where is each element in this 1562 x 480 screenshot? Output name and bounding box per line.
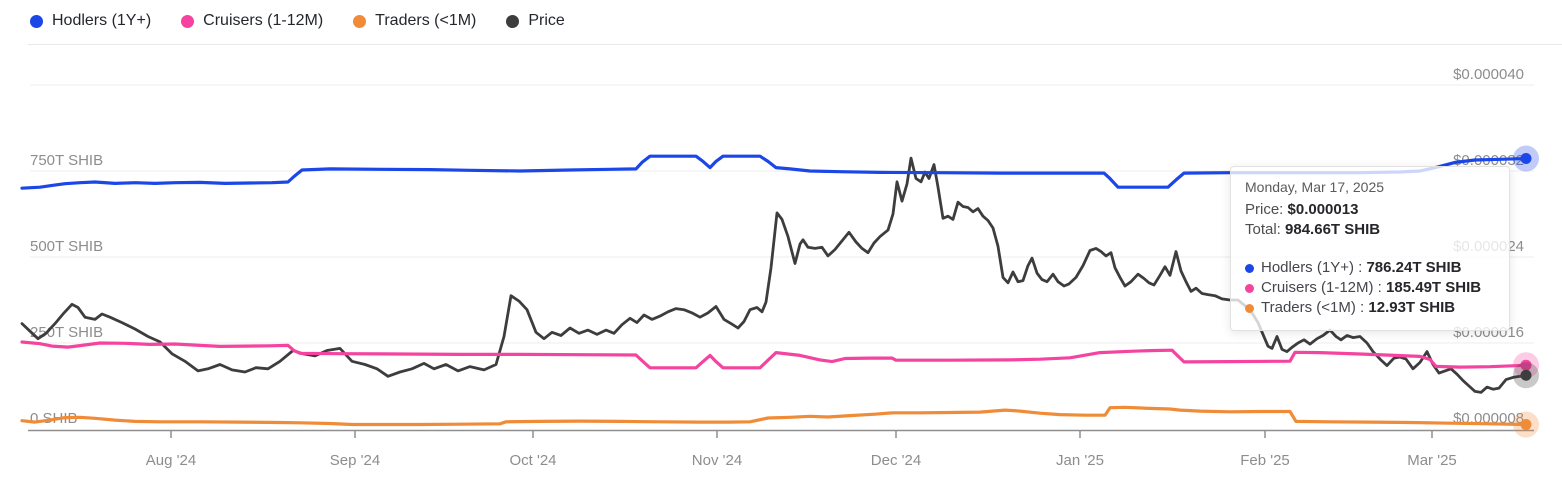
legend-item-hodlers-1y[interactable]: Hodlers (1Y+) <box>30 12 151 30</box>
hover-point-dot[interactable] <box>1520 153 1532 165</box>
legend-separator <box>28 44 1562 45</box>
tooltip-total-label: Total: <box>1245 221 1286 238</box>
price-line <box>20 156 1530 394</box>
tooltip-total-value: 984.66T SHIB <box>1285 221 1381 238</box>
tooltip-row-label: Hodlers (1Y+) : 786.24T SHIB <box>1261 259 1462 276</box>
legend-item-label: Cruisers (1-12M) <box>203 12 324 29</box>
legend-dot-icon <box>30 14 43 28</box>
y-axis-right-label: $0.000040 <box>1453 66 1524 83</box>
legend-item-price[interactable]: Price <box>506 12 565 30</box>
tooltip-total: Total: 984.66T SHIB <box>1245 220 1495 240</box>
tooltip-row-value: 12.93T SHIB <box>1368 299 1456 316</box>
tooltip-row-dot-icon <box>1245 283 1254 293</box>
hodlers-1y-line <box>20 154 1530 190</box>
tooltip-row: Cruisers (1-12M) : 185.49T SHIB <box>1245 278 1495 298</box>
x-axis-month-label: Dec '24 <box>871 452 921 469</box>
chart-legend: Hodlers (1Y+) Cruisers (1-12M) Traders (<1… <box>30 8 565 34</box>
cruisers-1-12m-line <box>20 340 1530 370</box>
tooltip-row-label: Cruisers (1-12M) : 185.49T SHIB <box>1261 279 1482 296</box>
tooltip-row-value: 786.24T SHIB <box>1366 259 1462 276</box>
tooltip-row-value: 185.49T SHIB <box>1386 279 1482 296</box>
y-axis-left-label: 500T SHIB <box>30 238 103 255</box>
tooltip-price-value: $0.000013 <box>1287 201 1359 218</box>
tooltip-row: Hodlers (1Y+) : 786.24T SHIB <box>1245 258 1495 278</box>
legend-item-label: Hodlers (1Y+) <box>52 12 152 29</box>
y-axis-left-label: 750T SHIB <box>30 152 103 169</box>
hover-point-dot[interactable] <box>1520 359 1532 371</box>
tooltip-series-rows: Hodlers (1Y+) : 786.24T SHIB Cruisers (1-… <box>1245 258 1495 318</box>
legend-item-cruisers-1-12m[interactable]: Cruisers (1-12M) <box>181 12 323 30</box>
legend-dot-icon <box>506 14 520 28</box>
x-axis-month-label: Feb '25 <box>1240 452 1290 469</box>
legend-dot-icon <box>353 14 367 28</box>
x-axis-month-label: Oct '24 <box>509 452 556 469</box>
tooltip-row-dot-icon <box>1245 263 1254 273</box>
y-axis-left-label: 250T SHIB <box>30 324 103 341</box>
legend-item-label: Traders (<1M) <box>375 12 477 29</box>
legend-dot-icon <box>181 14 195 28</box>
x-axis-month-label: Nov '24 <box>692 452 742 469</box>
tooltip-row-label: Traders (<1M) : 12.93T SHIB <box>1261 299 1456 316</box>
hover-point-dot[interactable] <box>1520 419 1532 431</box>
chart-tooltip: Monday, Mar 17, 2025 Price: $0.000013 To… <box>1230 166 1510 331</box>
tooltip-date: Monday, Mar 17, 2025 <box>1245 179 1385 195</box>
tooltip-row-dot-icon <box>1245 303 1254 313</box>
x-axis-month-label: Sep '24 <box>330 452 380 469</box>
tooltip-price-label: Price: <box>1245 201 1288 218</box>
tooltip-price: Price: $0.000013 <box>1245 200 1495 220</box>
traders-1m-line <box>20 405 1530 427</box>
tooltip-row: Traders (<1M) : 12.93T SHIB <box>1245 298 1495 318</box>
x-axis-month-label: Aug '24 <box>146 452 196 469</box>
hover-point-dot[interactable] <box>1520 369 1532 381</box>
legend-item-label: Price <box>528 12 565 29</box>
legend-item-traders-1m[interactable]: Traders (<1M) <box>353 12 476 30</box>
x-axis-month-label: Mar '25 <box>1407 452 1457 469</box>
x-axis-month-label: Jan '25 <box>1056 452 1104 469</box>
